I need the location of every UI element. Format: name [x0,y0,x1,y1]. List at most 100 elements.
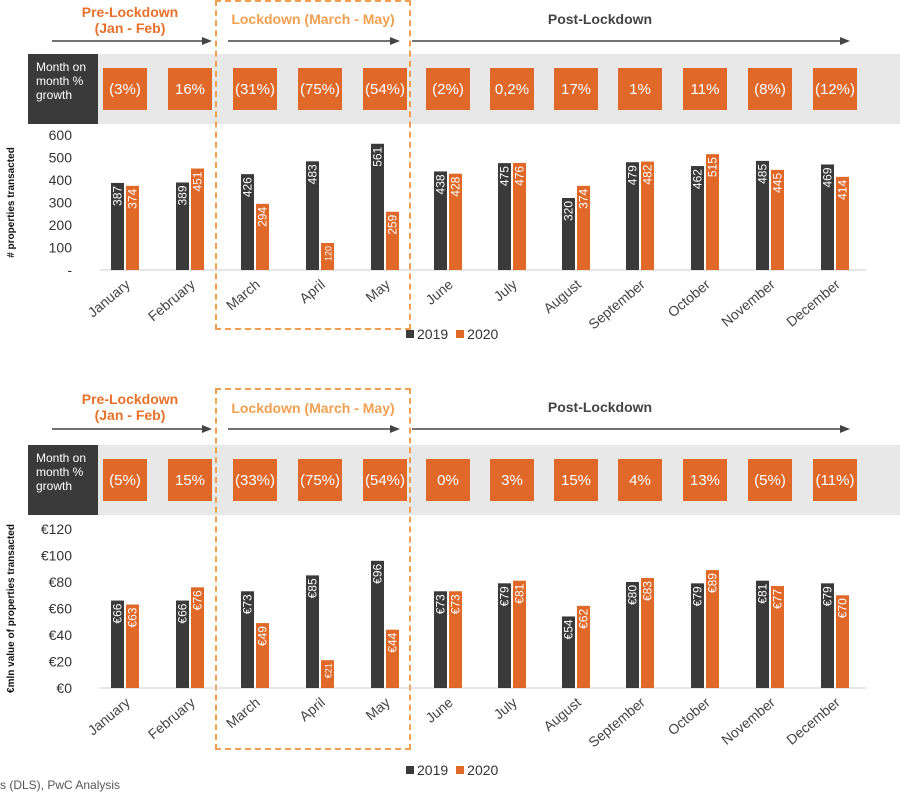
bar-label-2019-top-4: 561 [371,146,385,166]
bar-2020-top-11 [836,176,849,270]
bar-2020-bottom-6 [513,580,526,688]
bar-2020-top-3 [321,243,334,270]
bar-2019-top-10 [756,160,769,270]
x-tick-label-top-5: June [422,276,456,308]
growth-box-5: (2%) [426,68,470,110]
phase-arrow-head-bottom-0 [202,425,212,433]
bar-label-2019-bottom-0: €66 [111,603,125,623]
growth-box-9: 11% [683,68,727,110]
y-tick-label-bottom-3: €60 [49,601,73,617]
bar-2020-top-8 [641,161,654,270]
x-tick-label-top-8: September [585,276,648,332]
growth-box-7: 15% [554,459,598,501]
bar-2019-bottom-5 [434,591,447,688]
y-axis-title-top: # properties transacted [6,147,17,258]
phase-arrow-head-top-0 [202,37,212,45]
bar-2020-bottom-1 [191,587,204,688]
bar-label-2019-bottom-4: €96 [371,563,385,583]
lockdown-dashed-box-bottom [215,388,411,750]
x-tick-label-top-3: April [296,276,328,306]
legend-item-2019-bottom: 2019 [406,762,448,778]
growth-box-3: (75%) [298,68,342,110]
y-tick-label-bottom-1: €20 [49,654,73,670]
bar-label-2019-bottom-7: €54 [562,619,576,639]
bar-label-2020-top-4: 259 [386,214,400,234]
bar-2020-bottom-3 [321,660,334,688]
x-tick-label-bottom-10: November [718,694,778,748]
bar-label-2020-top-11: 414 [836,180,850,200]
phase-arrow-head-bottom-1 [390,425,400,433]
x-tick-label-top-4: May [362,276,393,305]
bar-label-2020-top-10: 445 [771,173,785,193]
growth-box-6: 3% [490,459,534,501]
growth-box-8: 1% [618,68,662,110]
bar-2020-top-10 [771,169,784,270]
bar-label-2019-bottom-9: €79 [691,586,705,606]
growth-box-1: 15% [168,459,212,501]
x-tick-label-top-2: March [223,276,263,313]
growth-label-line2: month % [36,74,84,88]
bar-2020-top-2 [256,203,269,270]
bar-label-2020-top-1: 451 [191,171,205,191]
bar-label-2020-top-5: 428 [449,176,463,196]
bar-2019-bottom-7 [562,616,575,688]
phase-arrow-head-bottom-2 [840,425,850,433]
bar-2020-top-0 [126,185,139,270]
source-note: s (DLS), PwC Analysis [0,778,121,792]
x-tick-label-top-0: January [84,276,132,320]
y-tick-label-bottom-4: €80 [49,574,73,590]
growth-box-1: 16% [168,68,212,110]
bar-label-2020-bottom-2: €49 [256,626,270,646]
bar-label-2019-top-10: 485 [756,164,770,184]
y-tick-label-top-5: 500 [49,150,73,166]
bar-label-2020-top-7: 374 [577,189,591,209]
bar-label-2020-top-9: 515 [706,157,720,177]
bar-2019-bottom-9 [691,583,704,688]
bar-2019-bottom-4 [371,560,384,688]
growth-label-line1: Month on [36,60,87,74]
bar-label-2019-bottom-11: €79 [821,586,835,606]
growth-box-7: 17% [554,68,598,110]
bar-label-2019-bottom-5: €73 [434,594,448,614]
bar-2019-top-0 [111,182,124,270]
y-tick-label-top-4: 400 [49,172,73,188]
bar-2019-top-5 [434,171,447,270]
phase-arrow-head-top-2 [840,37,850,45]
y-axis-title-bottom: €mln value of properties transacted [6,524,17,693]
x-tick-label-top-11: December [783,276,843,330]
phase-arrow-head-top-1 [390,37,400,45]
bar-2019-top-2 [241,174,254,270]
bar-label-2019-top-8: 479 [626,165,640,185]
x-tick-label-bottom-9: October [664,694,713,738]
legend-swatch-2020-bottom [456,766,465,774]
bar-label-2019-top-11: 469 [821,167,835,187]
y-tick-label-bottom-6: €120 [41,521,72,537]
bar-2019-top-4 [371,143,384,270]
bar-2019-bottom-11 [821,583,834,688]
legend-label-2020: 2020 [467,326,499,342]
x-tick-label-bottom-5: June [422,694,456,726]
bar-label-2019-top-0: 387 [111,186,125,206]
bar-label-2019-bottom-1: €66 [176,603,190,623]
bar-2019-bottom-1 [176,600,189,688]
bar-2020-bottom-7 [577,605,590,688]
growth-row-label-bottom: Month on month % growth [28,445,98,515]
bar-label-2019-bottom-8: €80 [626,585,640,605]
growth-row-label: Month on month % growth [28,54,98,124]
phase-lockdown-title-bottom: Lockdown (March - May) [231,400,395,416]
bar-2020-bottom-8 [641,578,654,688]
growth-label-line3: growth [36,88,73,102]
y-tick-label-top-3: 300 [49,195,73,211]
bar-2020-bottom-2 [256,623,269,688]
x-tick-label-bottom-4: May [362,694,393,723]
phase-pre-lockdown-title: Pre-Lockdown (Jan - Feb) [60,4,200,36]
legend-label-2019: 2019 [417,326,449,342]
x-tick-label-bottom-0: January [84,694,132,738]
bar-2019-top-8 [626,162,639,270]
x-tick-label-bottom-7: August [540,694,584,734]
bar-2020-top-6 [513,162,526,270]
bar-2020-bottom-11 [836,595,849,688]
x-tick-label-top-10: November [718,276,778,330]
bar-2019-top-1 [176,182,189,270]
